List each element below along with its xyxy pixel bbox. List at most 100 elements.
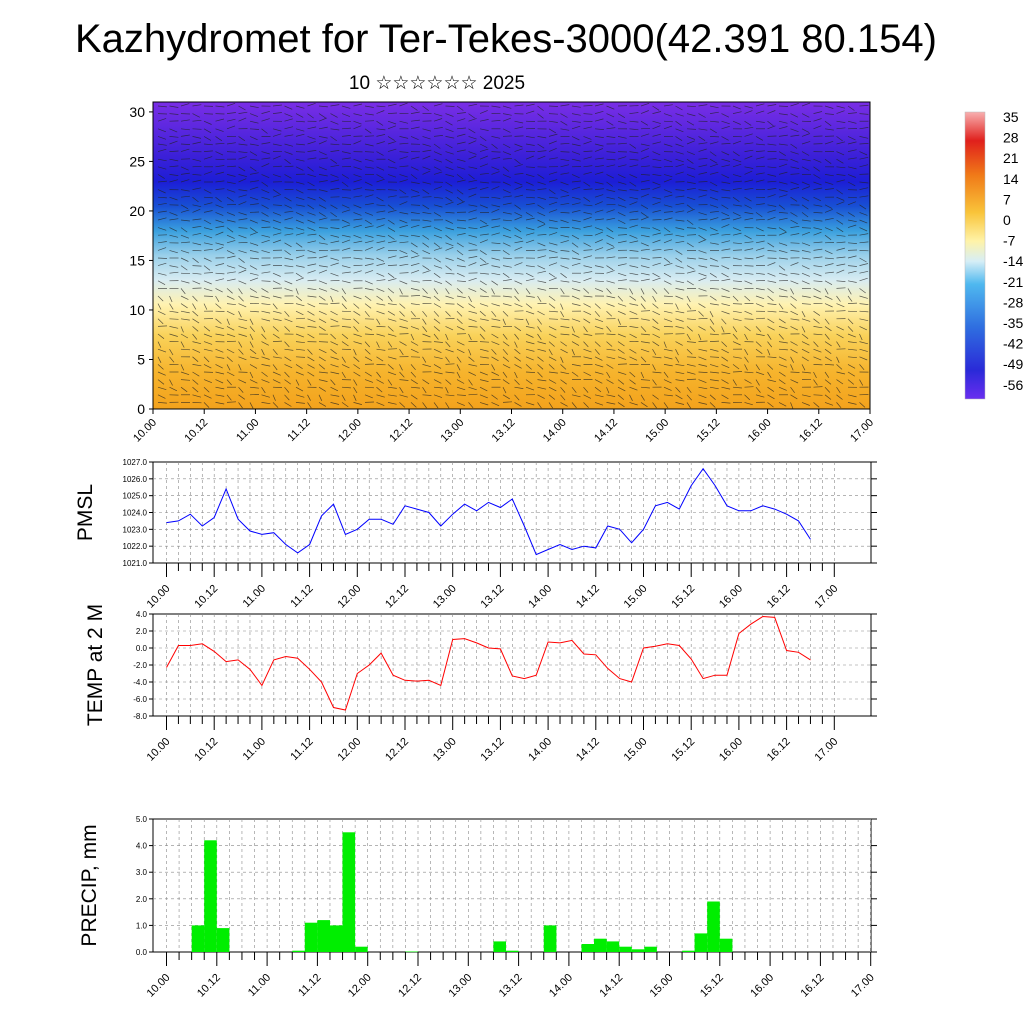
y-tick-label: 0.0 — [136, 948, 148, 957]
precip-bar — [631, 949, 645, 952]
x-tick-label: 16.00 — [748, 972, 776, 1000]
x-tick-label: 14.00 — [541, 417, 569, 445]
x-tick-label: 14.00 — [547, 972, 575, 1000]
x-tick-label: 12.12 — [383, 736, 411, 764]
pmsl-frame — [152, 461, 872, 564]
x-tick-label: 16.12 — [765, 736, 793, 764]
precip-bar — [707, 901, 720, 952]
x-tick-label: 13.00 — [431, 736, 459, 764]
y-tick-label: -2.0 — [133, 661, 147, 670]
precip-bar — [204, 840, 217, 952]
colorbar-label: -21 — [1003, 274, 1023, 290]
x-tick-label: 16.00 — [717, 736, 745, 764]
precip-bar — [682, 950, 695, 952]
precip-bar — [644, 946, 657, 952]
precip-bar — [405, 951, 418, 953]
x-tick-label: 12.00 — [335, 736, 363, 764]
x-tick-label: 12.00 — [346, 972, 374, 1000]
x-tick-label: 12.00 — [336, 417, 364, 445]
x-tick-label: 15.12 — [695, 417, 723, 445]
precip-bar — [719, 938, 733, 952]
x-tick-label: 11.00 — [241, 736, 268, 763]
y-tick-label: 30 — [129, 104, 145, 120]
precip-bar — [606, 941, 620, 952]
precip-grid — [153, 819, 872, 952]
colorbar-label: 7 — [1003, 191, 1011, 207]
y-tick-label: -8.0 — [133, 712, 147, 721]
x-tick-label: 16.12 — [799, 972, 827, 1000]
x-tick-label: 12.12 — [396, 972, 424, 1000]
y-tick-label: -6.0 — [133, 695, 147, 704]
temp-ylabel: TEMP at 2 M — [84, 604, 107, 726]
y-tick-label: 0.0 — [136, 644, 148, 653]
precip-ylabel: PRECIP, mm — [78, 824, 101, 946]
x-tick-label: 10.12 — [192, 583, 220, 611]
y-tick-label: 1022.0 — [123, 542, 148, 551]
temp-series-line — [166, 615, 811, 711]
x-tick-label: 15.12 — [669, 583, 697, 611]
precip-bar — [581, 944, 595, 952]
x-tick-label: 13.12 — [497, 972, 525, 1000]
x-tick-label: 14.12 — [592, 417, 620, 445]
y-tick-label: 1024.0 — [123, 509, 148, 518]
x-tick-label: 17.00 — [812, 583, 840, 611]
precip-bar — [694, 933, 708, 952]
x-tick-label: 17.00 — [849, 972, 877, 1000]
colorbar-label: 14 — [1003, 171, 1019, 187]
x-tick-label: 10.12 — [182, 417, 210, 445]
x-tick-label: 10.00 — [145, 972, 173, 1000]
precip-bar — [619, 946, 632, 952]
x-tick-label: 15.00 — [622, 736, 650, 764]
precip-bar — [594, 938, 607, 952]
y-tick-label: 5.0 — [136, 815, 148, 824]
cross-section-field — [153, 102, 870, 409]
x-tick-label: 15.00 — [648, 972, 676, 1000]
x-tick-label: 15.12 — [698, 972, 726, 1000]
colorbar-label: -49 — [1003, 356, 1023, 372]
x-tick-label: 14.12 — [574, 736, 602, 764]
y-tick-label: -4.0 — [133, 678, 147, 687]
y-tick-label: 5 — [137, 351, 145, 367]
x-tick-label: 13.12 — [479, 583, 507, 611]
x-tick-label: 14.12 — [597, 972, 625, 1000]
y-tick-label: 25 — [129, 153, 145, 169]
x-tick-label: 16.12 — [797, 417, 825, 445]
colorbar-label: 21 — [1003, 150, 1019, 166]
pmsl-series-line — [166, 467, 811, 556]
x-tick-label: 15.00 — [643, 417, 671, 445]
temp-grid — [153, 614, 871, 716]
precip-bar — [506, 950, 519, 952]
x-tick-label: 11.00 — [234, 417, 261, 444]
x-tick-label: 10.12 — [195, 972, 223, 1000]
pmsl-ylabel: PMSL — [74, 484, 97, 541]
y-tick-label: 10 — [129, 302, 145, 318]
page-title: Kazhydromet for Ter-Tekes-3000(42.391 80… — [75, 17, 937, 61]
x-tick-label: 11.12 — [288, 736, 315, 763]
x-tick-label: 12.00 — [335, 583, 363, 611]
precip-bar — [342, 832, 356, 952]
x-tick-label: 12.12 — [387, 417, 415, 445]
x-tick-label: 17.00 — [812, 736, 840, 764]
y-tick-label: 1027.0 — [123, 458, 148, 467]
x-tick-label: 15.00 — [622, 583, 650, 611]
y-tick-label: 1.0 — [136, 921, 148, 930]
x-tick-label: 15.12 — [669, 736, 697, 764]
y-tick-label: 20 — [129, 203, 145, 219]
pmsl-grid — [153, 462, 871, 563]
y-tick-label: 15 — [129, 252, 145, 268]
x-tick-label: 12.12 — [383, 583, 411, 611]
x-tick-label: 10.00 — [145, 583, 173, 611]
x-tick-label: 10.12 — [192, 736, 220, 764]
x-tick-label: 13.12 — [490, 417, 518, 445]
precip-bar — [304, 922, 318, 952]
x-tick-label: 11.12 — [288, 583, 315, 610]
x-tick-label: 13.00 — [438, 417, 466, 445]
y-tick-label: 1025.0 — [123, 492, 148, 501]
y-tick-label: 4.0 — [136, 842, 148, 851]
y-tick-label: 1021.0 — [123, 559, 148, 568]
colorbar-label: 28 — [1003, 130, 1019, 146]
colorbar-label: -42 — [1003, 336, 1023, 352]
x-tick-label: 11.12 — [296, 972, 323, 999]
colorbar-label: -56 — [1003, 377, 1023, 393]
chart-subtitle: 10 ☆☆☆☆☆☆ 2025 — [348, 73, 526, 94]
